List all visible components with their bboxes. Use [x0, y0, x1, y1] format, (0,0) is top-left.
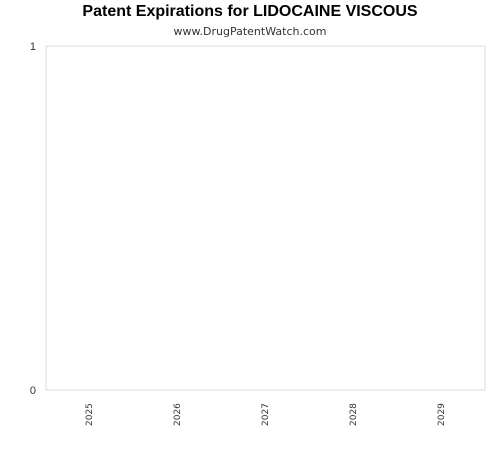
chart-title: Patent Expirations for LIDOCAINE VISCOUS	[82, 3, 418, 20]
x-tick-label: 2029	[437, 403, 447, 426]
x-axis: 2025 2026 2027 2028 2029	[85, 403, 447, 426]
y-axis: 01	[30, 41, 36, 397]
x-tick-label: 2025	[85, 403, 95, 426]
x-tick-label: 2026	[173, 403, 183, 426]
y-tick-label: 1	[30, 41, 36, 53]
x-tick-label: 2028	[349, 403, 359, 426]
x-tick-label: 2027	[261, 403, 271, 426]
y-tick-label: 0	[30, 385, 36, 397]
plot-area	[45, 45, 486, 391]
chart-subtitle: www.DrugPatentWatch.com	[173, 25, 327, 38]
